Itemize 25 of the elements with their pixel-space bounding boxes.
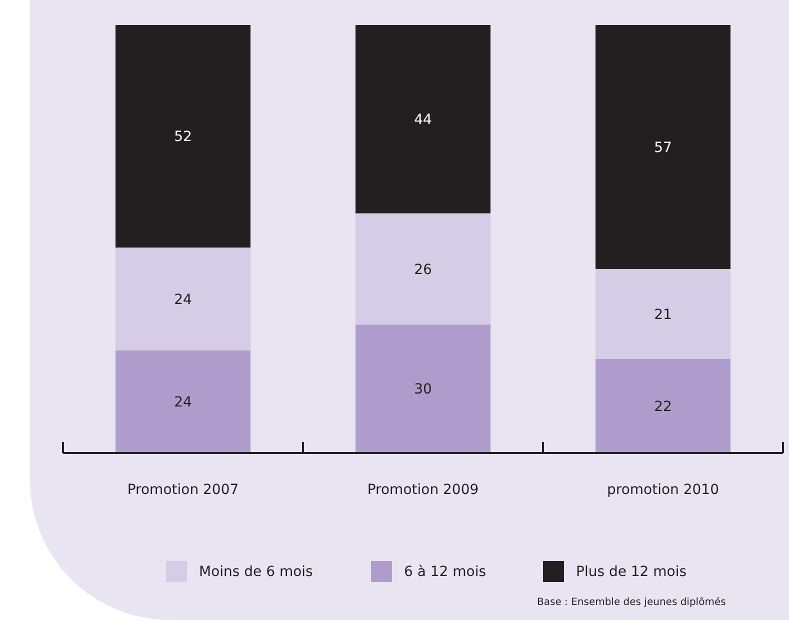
bar: [116, 350, 250, 453]
data-label: 57: [654, 140, 672, 156]
data-label: 21: [654, 306, 672, 323]
bar: [116, 248, 250, 350]
legend-label: 6 à 12 mois: [404, 564, 486, 580]
text: Base : Ensemble des jeunes diplômés: [537, 597, 726, 608]
data-label: 52: [174, 129, 192, 146]
data-label: 44: [414, 112, 432, 128]
legend-label: Plus de 12 mois: [576, 564, 687, 580]
bar: [116, 25, 250, 248]
x-tick-label: Promotion 2007: [127, 482, 239, 498]
bar: [596, 358, 730, 453]
bar: [356, 25, 490, 214]
data-label: 26: [414, 262, 432, 278]
legend-label: Moins de 6 mois: [199, 564, 313, 580]
bar: [596, 25, 730, 269]
data-label: 24: [174, 292, 192, 308]
x-tick-label: Promotion 2009: [367, 482, 479, 498]
x-tick-label: promotion 2010: [607, 482, 719, 498]
bar: [596, 268, 730, 359]
data-label: 22: [654, 398, 672, 415]
bar: [356, 213, 490, 325]
bar: [356, 324, 490, 453]
data-label: 24: [174, 394, 192, 411]
data-label: 30: [414, 382, 432, 398]
